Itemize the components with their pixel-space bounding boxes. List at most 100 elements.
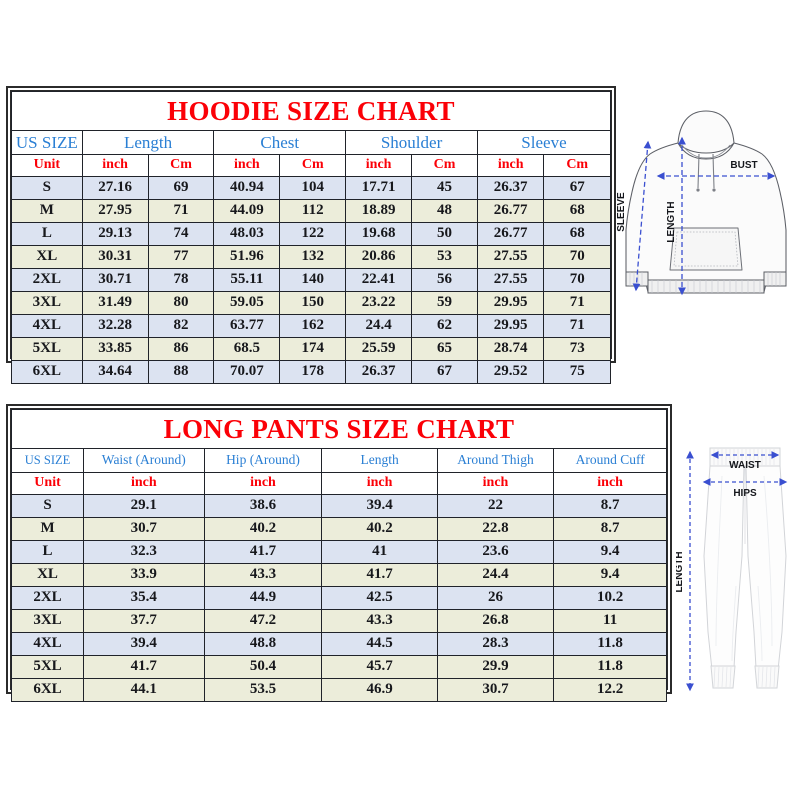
pants-value-cell: 29.1 <box>83 494 205 518</box>
pants-group-header-row: US SIZE Waist (Around) Hip (Around) Leng… <box>10 448 667 473</box>
hoodie-unit-header: Unit <box>11 154 83 177</box>
hoodie-value-cell: 70 <box>543 268 611 292</box>
pants-title-row: LONG PANTS SIZE CHART <box>11 409 667 449</box>
pants-table-body: S 29.1 38.6 39.4 22 8.7 M 30.7 40.2 40.2 22.8 8.7 L 3… <box>10 494 667 702</box>
pants-value-cell: 39.4 <box>83 632 205 656</box>
hoodie-bust-label: BUST <box>730 160 757 171</box>
pants-header-length: Length <box>321 448 438 473</box>
hoodie-value-cell: 29.13 <box>81 222 149 246</box>
pants-value-cell: 53.5 <box>203 678 323 702</box>
hoodie-size-cell: 2XL <box>11 268 83 292</box>
pants-value-cell: 8.7 <box>553 517 667 541</box>
hoodie-unit-sleeve-inch: inch <box>476 154 545 177</box>
hoodie-sleeve-label: SLEEVE <box>616 192 627 232</box>
hoodie-value-cell: 23.22 <box>345 291 413 315</box>
hoodie-size-cell: S <box>11 176 83 200</box>
pants-us-size-header: US SIZE <box>10 448 85 473</box>
hoodie-value-cell: 65 <box>411 337 478 361</box>
hoodie-value-cell: 31.49 <box>81 291 149 315</box>
hoodie-value-cell: 44.09 <box>213 199 281 223</box>
hoodie-size-cell: 3XL <box>11 291 83 315</box>
hoodie-value-cell: 30.31 <box>81 245 149 269</box>
hoodie-value-cell: 140 <box>279 268 347 292</box>
pants-value-cell: 38.6 <box>203 494 323 518</box>
hoodie-value-cell: 174 <box>279 337 347 361</box>
hoodie-value-cell: 80 <box>147 291 215 315</box>
pants-value-cell: 43.3 <box>321 609 438 633</box>
pants-header-around-thigh: Around Thigh <box>436 448 555 473</box>
hoodie-value-cell: 27.55 <box>476 245 545 269</box>
hoodie-value-cell: 150 <box>279 291 347 315</box>
hoodie-unit-sleeve-cm: Cm <box>543 154 611 177</box>
pants-unit-hip: inch <box>203 472 323 495</box>
pants-value-cell: 44.9 <box>203 586 323 610</box>
pants-value-cell: 30.7 <box>83 517 205 541</box>
hoodie-value-cell: 27.95 <box>81 199 149 223</box>
pants-size-cell: 4XL <box>10 632 85 656</box>
hoodie-pocket <box>669 227 743 271</box>
pants-value-cell: 22.8 <box>436 517 555 541</box>
hoodie-value-cell: 17.71 <box>345 176 413 200</box>
pants-size-cell: M <box>10 517 85 541</box>
pants-value-cell: 39.4 <box>321 494 438 518</box>
hoodie-hood-shape <box>677 110 735 154</box>
hoodie-size-cell: 5XL <box>11 337 83 361</box>
pants-value-cell: 9.4 <box>553 540 667 564</box>
pants-value-cell: 45.7 <box>321 655 438 679</box>
hoodie-diagram-svg: BUST LENGTH SLEEVE <box>616 110 787 296</box>
hoodie-value-cell: 77 <box>147 245 215 269</box>
hoodie-value-cell: 25.59 <box>345 337 413 361</box>
hoodie-value-cell: 20.86 <box>345 245 413 269</box>
table-row: S 27.16 69 40.94 104 17.71 45 26.37 67 <box>11 176 611 200</box>
hoodie-value-cell: 74 <box>147 222 215 246</box>
hoodie-group-header-length: Length <box>81 130 215 155</box>
hoodie-value-cell: 18.89 <box>345 199 413 223</box>
pants-value-cell: 8.7 <box>553 494 667 518</box>
pants-value-cell: 40.2 <box>203 517 323 541</box>
pants-value-cell: 23.6 <box>436 540 555 564</box>
table-row: 5XL 33.85 86 68.5 174 25.59 65 28.74 73 <box>11 337 611 361</box>
hoodie-chart-title: HOODIE SIZE CHART <box>11 91 611 131</box>
pants-value-cell: 9.4 <box>553 563 667 587</box>
hoodie-unit-length-cm: Cm <box>147 154 215 177</box>
hoodie-group-header-shoulder: Shoulder <box>345 130 478 155</box>
pants-value-cell: 44.5 <box>321 632 438 656</box>
pants-value-cell: 35.4 <box>83 586 205 610</box>
hoodie-unit-shoulder-inch: inch <box>345 154 413 177</box>
hoodie-neck-seam <box>681 144 731 159</box>
pants-value-cell: 43.3 <box>203 563 323 587</box>
hoodie-unit-chest-inch: inch <box>213 154 281 177</box>
pants-value-cell: 33.9 <box>83 563 205 587</box>
table-row: 5XL 41.7 50.4 45.7 29.9 11.8 <box>10 655 667 679</box>
pants-table: LONG PANTS SIZE CHART US SIZE Waist (Aro… <box>10 409 667 702</box>
pants-value-cell: 22 <box>436 494 555 518</box>
table-row: 3XL 37.7 47.2 43.3 26.8 11 <box>10 609 667 633</box>
hoodie-value-cell: 68.5 <box>213 337 281 361</box>
table-row: S 29.1 38.6 39.4 22 8.7 <box>10 494 667 518</box>
hoodie-value-cell: 62 <box>411 314 478 338</box>
pants-chart-inner-frame: LONG PANTS SIZE CHART US SIZE Waist (Aro… <box>10 408 668 702</box>
pants-diagram-svg: WAIST HIPS LENGTH <box>676 447 788 692</box>
pants-illustration: WAIST HIPS LENGTH <box>676 436 798 704</box>
hoodie-title-row: HOODIE SIZE CHART <box>11 91 611 131</box>
pants-header-waist: Waist (Around) <box>83 448 205 473</box>
pants-value-cell: 46.9 <box>321 678 438 702</box>
hoodie-value-cell: 48.03 <box>213 222 281 246</box>
hoodie-value-cell: 59 <box>411 291 478 315</box>
hoodie-value-cell: 51.96 <box>213 245 281 269</box>
hoodie-value-cell: 48 <box>411 199 478 223</box>
pants-value-cell: 37.7 <box>83 609 205 633</box>
hoodie-size-cell: M <box>11 199 83 223</box>
hoodie-value-cell: 122 <box>279 222 347 246</box>
pants-value-cell: 41.7 <box>203 540 323 564</box>
hoodie-value-cell: 29.52 <box>476 360 545 384</box>
hoodie-value-cell: 29.95 <box>476 291 545 315</box>
table-row: 2XL 30.71 78 55.11 140 22.41 56 27.55 70 <box>11 268 611 292</box>
hoodie-size-cell: XL <box>11 245 83 269</box>
hoodie-value-cell: 26.77 <box>476 222 545 246</box>
hoodie-value-cell: 22.41 <box>345 268 413 292</box>
pants-value-cell: 26 <box>436 586 555 610</box>
table-row: L 32.3 41.7 41 23.6 9.4 <box>10 540 667 564</box>
hoodie-value-cell: 75 <box>543 360 611 384</box>
pants-value-cell: 41.7 <box>321 563 438 587</box>
